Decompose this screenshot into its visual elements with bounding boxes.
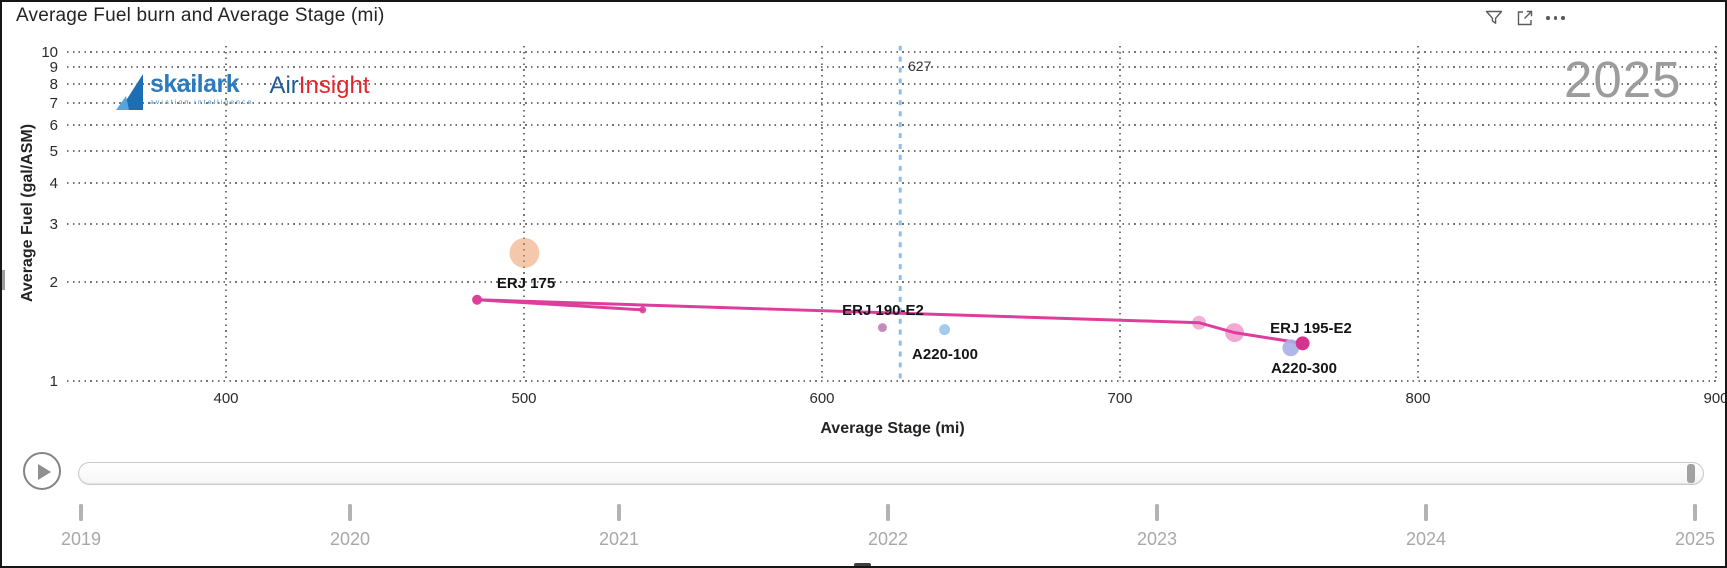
- year-label-2024[interactable]: 2024: [1405, 529, 1447, 549]
- trail-point-3[interactable]: [1225, 323, 1245, 343]
- chart-title: Average Fuel burn and Average Stage (mi): [16, 5, 385, 26]
- gridline-y-3: [67, 223, 1718, 226]
- logo-air: Air: [269, 72, 299, 99]
- point-label-a220-300: A220-300: [1271, 360, 1337, 377]
- year-tick-2024: [1424, 504, 1428, 521]
- play-icon: [38, 464, 51, 480]
- x-axis-title: Average Stage (mi): [820, 420, 965, 437]
- gridline-x-800: [1417, 46, 1419, 381]
- point-label-erj-175: ERJ 175: [496, 275, 556, 292]
- x-tick-label-800: 800: [1405, 390, 1431, 407]
- year-tick-2025: [1693, 504, 1697, 521]
- skailark-logo: skailark aviation intelligence AirInsigh…: [116, 72, 370, 112]
- y-tick-label-6: 6: [49, 116, 58, 134]
- more-options-icon[interactable]: [1546, 8, 1565, 28]
- year-label-2019[interactable]: 2019: [60, 529, 102, 549]
- horizontal-scrollbar-thumb[interactable]: [854, 563, 871, 566]
- gridline-x-900: [1715, 46, 1717, 381]
- gridline-x-600: [821, 46, 823, 381]
- gridline-y-2: [67, 280, 1718, 283]
- year-tick-2020: [348, 504, 352, 521]
- year-label-2021[interactable]: 2021: [598, 529, 640, 549]
- y-tick-label-3: 3: [49, 216, 58, 234]
- gridline-y-9: [67, 66, 1718, 69]
- y-tick-label-2: 2: [49, 273, 58, 291]
- logo-product: AirInsight: [269, 74, 369, 98]
- y-tick-label-1: 1: [49, 373, 58, 390]
- gridline-y-8: [67, 82, 1718, 85]
- focus-mode-icon[interactable]: [1515, 8, 1535, 28]
- y-axis-title: Average Fuel (gal/ASM): [19, 123, 36, 303]
- gridline-y-1: [67, 380, 1718, 382]
- year-tick-2021: [617, 504, 621, 521]
- point-label-erj-190-e2: ERJ 190-E2: [842, 302, 924, 319]
- trail-point-2[interactable]: [1192, 315, 1207, 330]
- gridline-y-7: [67, 101, 1718, 104]
- x-tick-label-900: 900: [1703, 390, 1727, 407]
- point-a220-100[interactable]: [939, 324, 951, 336]
- y-tick-label-10: 10: [41, 44, 58, 61]
- y-tick-label-7: 7: [49, 94, 58, 112]
- trail-point-1[interactable]: [472, 294, 483, 305]
- reference-line-label: 627: [908, 58, 932, 74]
- gridline-x-500: [523, 46, 525, 381]
- x-tick-label-400: 400: [213, 390, 239, 407]
- year-tick-2019: [79, 504, 83, 521]
- year-label-2022[interactable]: 2022: [867, 529, 909, 549]
- gridline-y-4: [67, 181, 1718, 184]
- point-erj-190-e2[interactable]: [877, 323, 887, 333]
- filter-icon[interactable]: [1484, 8, 1504, 28]
- year-label-2023[interactable]: 2023: [1136, 529, 1178, 549]
- skailark-logo-text: skailark aviation intelligence: [150, 70, 254, 107]
- gridline-x-400: [225, 46, 227, 381]
- trail-point-0[interactable]: [639, 306, 647, 314]
- point-label-a220-100: A220-100: [912, 346, 978, 363]
- year-tick-2023: [1155, 504, 1159, 521]
- year-tick-2022: [886, 504, 890, 521]
- y-tick-label-4: 4: [49, 174, 58, 192]
- timeline-slider-handle[interactable]: [1687, 464, 1695, 483]
- gridline-y-5: [67, 150, 1718, 153]
- logo-brand: skailark: [150, 70, 240, 98]
- point-label-erj-195-e2: ERJ 195-E2: [1270, 320, 1352, 337]
- logo-insight: Insight: [298, 72, 370, 99]
- y-tick-label-9: 9: [49, 59, 58, 77]
- left-edge-scrollbar[interactable]: [2, 270, 5, 290]
- gridline-y-10: [67, 51, 1718, 53]
- play-button[interactable]: [23, 452, 61, 490]
- point-erj-195-e2[interactable]: [1295, 336, 1310, 351]
- year-label-2020[interactable]: 2020: [329, 529, 371, 549]
- y-tick-label-5: 5: [49, 143, 58, 161]
- timeline-slider-track[interactable]: [78, 462, 1704, 485]
- year-label-2025[interactable]: 2025: [1674, 529, 1716, 549]
- gridline-y-6: [67, 123, 1718, 126]
- x-tick-label-500: 500: [511, 390, 537, 407]
- year-watermark: 2025: [1564, 51, 1682, 108]
- logo-tagline: aviation intelligence: [150, 99, 254, 106]
- x-tick-label-700: 700: [1107, 390, 1133, 407]
- visual-header-toolbar: [1484, 8, 1565, 28]
- skailark-logo-mark: [116, 74, 143, 110]
- y-tick-label-8: 8: [49, 75, 58, 93]
- x-tick-label-600: 600: [809, 390, 835, 407]
- gridline-x-700: [1119, 46, 1121, 381]
- point-a220-300[interactable]: [1282, 339, 1300, 357]
